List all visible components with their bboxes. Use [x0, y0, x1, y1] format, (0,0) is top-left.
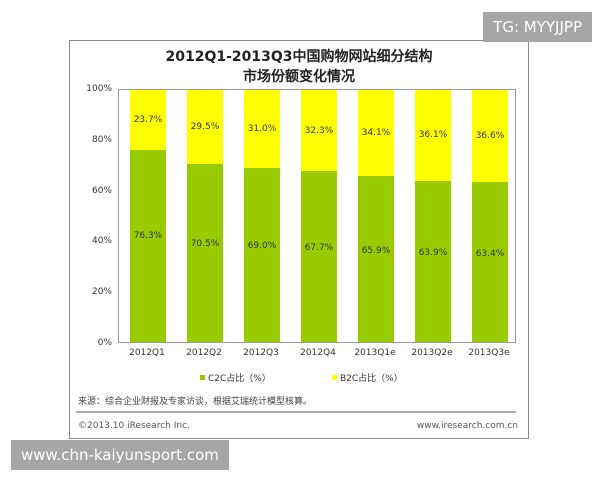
bar-2012Q2: 29.5% 70.5% — [187, 90, 223, 342]
data-label-c2c: 70.5% — [190, 239, 220, 250]
bar-segment-c2c: 69.0% — [244, 168, 280, 342]
bar-segment-c2c: 70.5% — [187, 164, 223, 342]
data-label-c2c: 65.9% — [361, 245, 391, 256]
bar-segment-b2c: 29.5% — [187, 90, 223, 165]
bar-2012Q4: 32.3% 67.7% — [301, 90, 337, 342]
bar-segment-c2c: 76.3% — [130, 149, 166, 342]
bar-segment-b2c: 34.1% — [358, 90, 394, 176]
bar-2013Q1e: 34.1% 65.9% — [358, 90, 394, 342]
data-label-b2c: 34.1% — [361, 127, 391, 138]
data-label-b2c: 31.0% — [247, 124, 277, 135]
legend-label-b2c: B2C占比（%） — [340, 374, 403, 384]
data-label-c2c: 69.0% — [247, 241, 277, 252]
bar-segment-c2c: 65.9% — [358, 175, 394, 342]
x-tick-label: 2012Q4 — [300, 348, 336, 358]
x-tick-label: 2012Q2 — [186, 348, 222, 358]
chart-title-line1: 2012Q1-2013Q3中国购物网站细分结构 — [165, 49, 433, 65]
chart-title: 2012Q1-2013Q3中国购物网站细分结构 市场份额变化情况 — [70, 47, 528, 87]
source-note: 来源：综合企业财报及专家访谈，根据艾瑞统计模型核算。 — [78, 397, 313, 407]
bar-segment-b2c: 32.3% — [301, 90, 337, 172]
data-label-b2c: 23.7% — [133, 114, 163, 125]
data-label-c2c: 63.4% — [475, 249, 505, 260]
bar-segment-c2c: 63.9% — [415, 180, 451, 342]
bar-2012Q1: 23.7% 76.3% — [130, 90, 166, 342]
bar-2013Q2e: 36.1% 63.9% — [415, 90, 451, 342]
data-label-c2c: 76.3% — [133, 231, 163, 242]
legend-item-c2c: C2C占比（%） — [200, 371, 271, 384]
legend-swatch-c2c — [200, 375, 205, 380]
y-tick-label: 0% — [97, 338, 112, 348]
watermark-bottom-left: www.chn-kaiyunsport.com — [11, 440, 229, 470]
bar-2012Q3: 31.0% 69.0% — [244, 90, 280, 342]
x-tick-label: 2013Q1e — [354, 348, 396, 358]
data-label-b2c: 36.6% — [475, 131, 505, 142]
legend-label-c2c: C2C占比（%） — [208, 374, 271, 384]
data-label-c2c: 63.9% — [418, 248, 448, 259]
bar-segment-b2c: 23.7% — [130, 90, 166, 150]
y-tick-label: 100% — [86, 84, 112, 94]
chart-frame: 2012Q1-2013Q3中国购物网站细分结构 市场份额变化情况 100% 80%… — [69, 40, 529, 439]
y-tick-label: 60% — [91, 185, 112, 196]
y-tick-label: 20% — [91, 287, 112, 298]
x-tick-label: 2013Q3e — [468, 348, 510, 358]
plot-area: 23.7% 76.3% 29.5% 70.5% 31.0% 69.0% 32.3% 67.7%… — [118, 89, 516, 343]
watermark-top-right: TG: MYYJJPP — [483, 12, 592, 42]
data-label-b2c: 32.3% — [304, 125, 334, 136]
x-tick-label: 2012Q1 — [129, 348, 165, 358]
legend-item-b2c: B2C占比（%） — [332, 371, 403, 384]
copyright: ©2013.10 iResearch Inc. — [78, 421, 190, 431]
bar-segment-b2c: 36.6% — [472, 90, 508, 183]
footer-divider — [76, 411, 516, 413]
chart-title-line2: 市场份额变化情况 — [243, 69, 355, 85]
source-url: www.iresearch.com.cn — [416, 421, 518, 431]
data-label-b2c: 36.1% — [418, 130, 448, 141]
y-tick-label: 40% — [91, 236, 112, 247]
x-tick-label: 2012Q3 — [243, 348, 279, 358]
bar-segment-c2c: 63.4% — [472, 182, 508, 342]
legend-swatch-b2c — [332, 375, 337, 380]
x-tick-label: 2013Q2e — [411, 348, 453, 358]
bar-segment-b2c: 36.1% — [415, 90, 451, 181]
bar-2013Q3e: 36.6% 63.4% — [472, 90, 508, 342]
data-label-c2c: 67.7% — [304, 243, 334, 254]
bar-segment-c2c: 67.7% — [301, 171, 337, 342]
bar-segment-b2c: 31.0% — [244, 90, 280, 169]
data-label-b2c: 29.5% — [190, 122, 220, 133]
y-tick-label: 80% — [91, 134, 112, 145]
